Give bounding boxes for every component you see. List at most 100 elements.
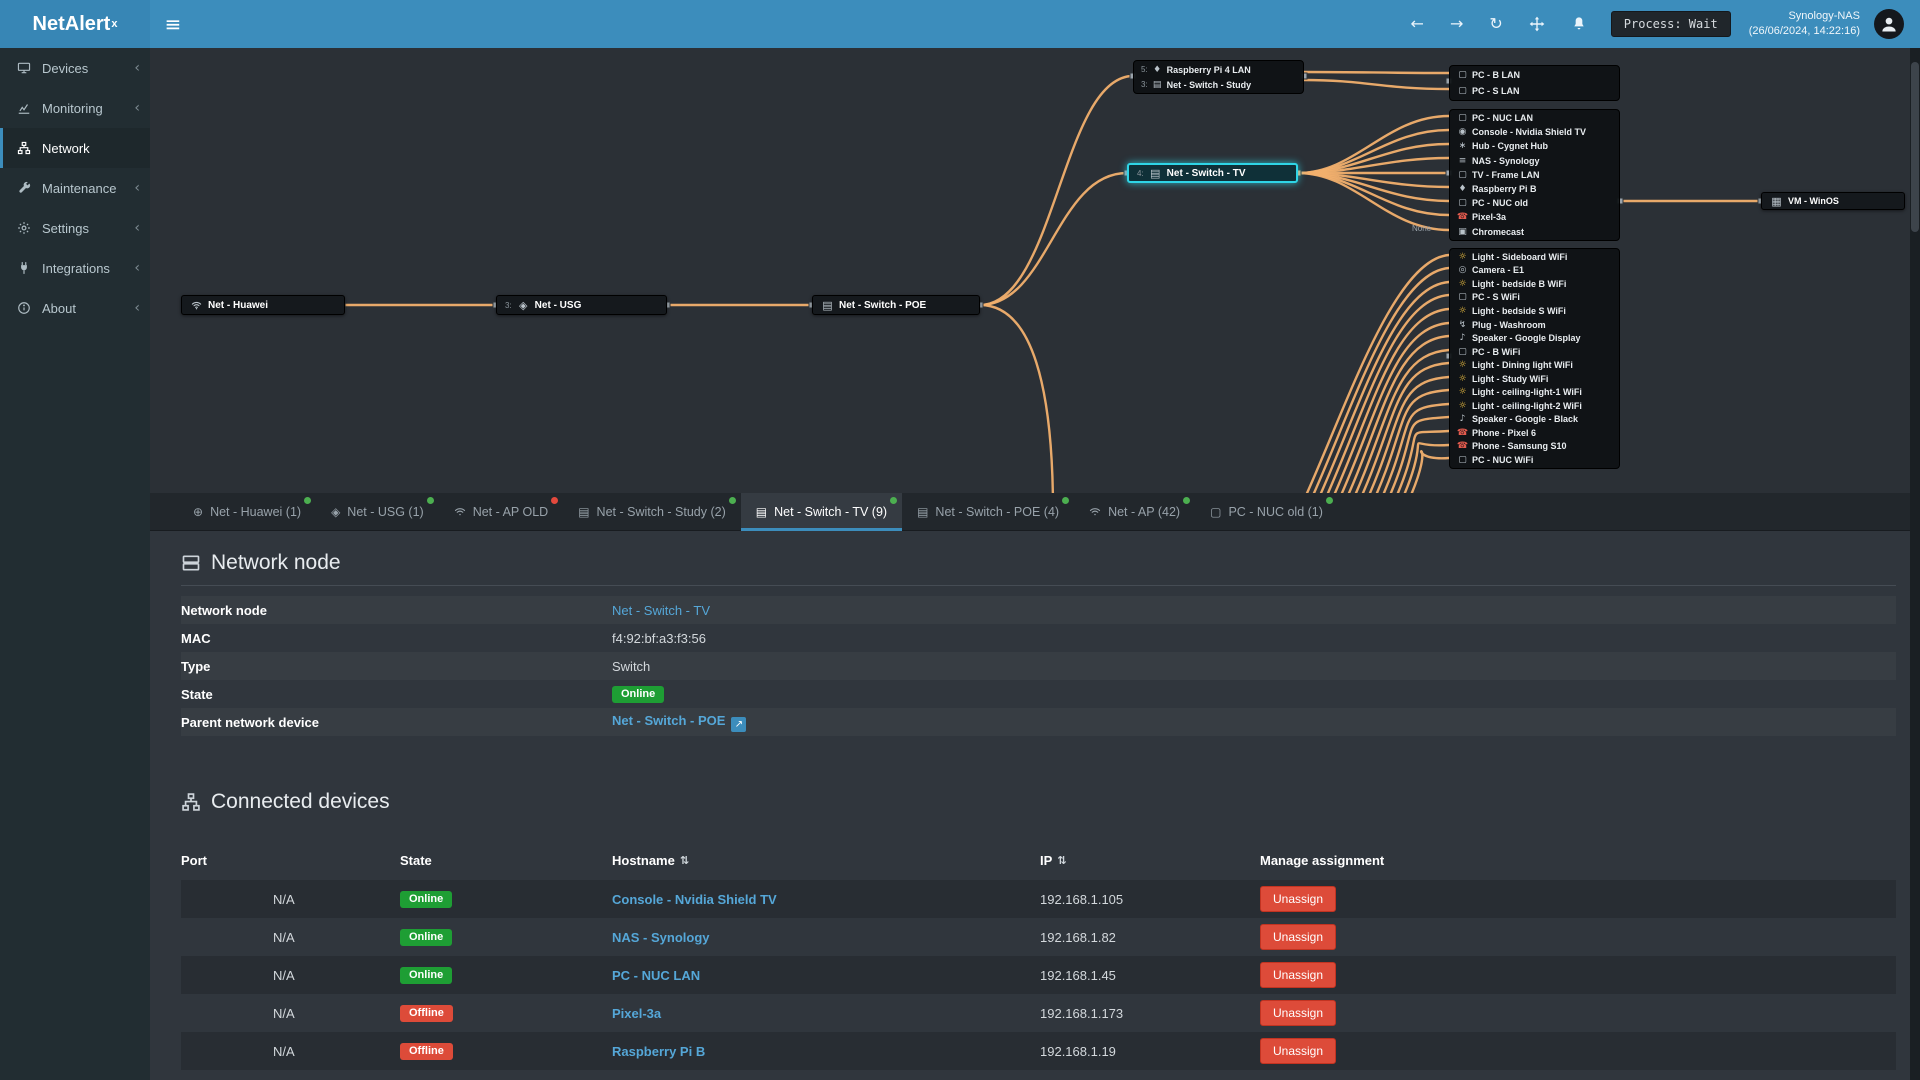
sidebar-item-about[interactable]: About ‹	[0, 288, 150, 328]
status-badge: Online	[612, 686, 665, 703]
bell-icon[interactable]	[1571, 16, 1587, 32]
node-details: Network node Network node Net - Switch -…	[150, 531, 1920, 1080]
hostname-link[interactable]: Pixel-3a	[612, 1005, 662, 1021]
switch-icon: ▤	[1149, 166, 1161, 180]
top-navbar: NetAlert x ≡ ← → ↻ Process: Wait Synology…	[0, 0, 1920, 48]
device-row-light-ceiling-1[interactable]: ☼ Light - ceiling-light-1 WiFi	[1458, 387, 1582, 398]
device-row-light-ceiling-2[interactable]: ☼ Light - ceiling-light-2 WiFi	[1458, 400, 1582, 411]
pc-icon: ▢	[1458, 113, 1467, 124]
status-badge: Offline	[400, 1043, 453, 1060]
device-row-pc-s-lan[interactable]: ▢ PC - S LAN	[1458, 86, 1520, 96]
wrench-icon	[16, 181, 32, 195]
sidebar-item-integrations[interactable]: Integrations ‹	[0, 248, 150, 288]
refresh-icon[interactable]: ↻	[1489, 14, 1503, 33]
sort-icon[interactable]: ⇅	[679, 853, 690, 867]
sidebar-item-devices[interactable]: Devices ‹	[0, 48, 150, 88]
node-net-switch-tv-selected[interactable]: 4: ▤ Net - Switch - TV	[1127, 163, 1298, 183]
device-row-plug-washroom[interactable]: ↯ Plug - Washroom	[1458, 319, 1546, 330]
tab-net-usg[interactable]: ◈ Net - USG (1)	[316, 493, 439, 530]
app-logo[interactable]: NetAlert x	[0, 0, 150, 48]
device-row-light-dining[interactable]: ☼ Light - Dining light WiFi	[1458, 360, 1573, 371]
wifi-icon	[454, 506, 466, 518]
device-row-pc-nuc-wifi[interactable]: ▢ PC - NUC WiFi	[1458, 454, 1534, 465]
sidebar-item-network[interactable]: Network	[0, 128, 150, 168]
hostname-link[interactable]: PC - NUC LAN	[612, 967, 701, 983]
hostname-link[interactable]: Console - Nvidia Shield TV	[612, 891, 777, 907]
device-row-pixel-3a[interactable]: ☎ Pixel-3a	[1456, 212, 1507, 223]
plug-icon	[16, 261, 32, 275]
device-row-tv-frame-lan[interactable]: ▢ TV - Frame LAN	[1458, 169, 1540, 180]
cast-icon: ▣	[1458, 226, 1467, 237]
network-node-link[interactable]: Net - Switch - TV	[612, 602, 711, 618]
tab-net-switch-study[interactable]: ▤ Net - Switch - Study (2)	[563, 493, 741, 530]
device-row-console-nvidia-shield[interactable]: ◉ Console - Nvidia Shield TV	[1458, 127, 1587, 138]
hostname-link[interactable]: NAS - Synology	[612, 929, 710, 945]
device-row-speaker-google-display[interactable]: ♪ Speaker - Google Display	[1450, 331, 1619, 345]
page-scrollbar[interactable]	[1910, 48, 1920, 1080]
unassign-button[interactable]: Unassign	[1260, 1038, 1337, 1064]
tab-net-switch-poe[interactable]: ▤ Net - Switch - POE (4)	[902, 493, 1074, 530]
camera-icon: ◎	[1458, 265, 1467, 276]
unassign-button[interactable]: Unassign	[1260, 962, 1337, 988]
back-icon[interactable]: ←	[1410, 14, 1424, 33]
wifi-icon	[190, 300, 203, 311]
tab-pc-nuc-old[interactable]: ▢ PC - NUC old (1)	[1195, 493, 1338, 530]
switch-icon: ▤	[822, 298, 833, 312]
sort-icon[interactable]: ⇅	[1057, 853, 1067, 867]
node-net-usg[interactable]: 3: ◈ Net - USG	[496, 295, 667, 315]
node-vm-winos[interactable]: ▦ VM - WinOS	[1761, 192, 1905, 210]
sidebar-item-monitoring[interactable]: Monitoring ‹	[0, 88, 150, 128]
devices-icon	[16, 61, 32, 75]
device-row-chromecast[interactable]: ▣ Chromecast	[1458, 226, 1525, 237]
process-status-badge[interactable]: Process: Wait	[1610, 11, 1731, 37]
sidebar-toggle-button[interactable]: ≡	[150, 0, 196, 48]
device-row-light-sideboard[interactable]: ☼ Light - Sideboard WiFi	[1458, 251, 1568, 262]
tab-net-ap[interactable]: Net - AP (42)	[1074, 493, 1195, 530]
host-info: Synology-NAS (26/06/2024, 14:22:16)	[1749, 9, 1860, 39]
sitemap-icon	[181, 792, 201, 812]
node-net-switch-poe[interactable]: ▤ Net - Switch - POE	[812, 295, 980, 315]
device-row-raspberry-pi-b[interactable]: ♦ Raspberry Pi B	[1458, 184, 1537, 195]
tab-net-switch-tv[interactable]: ▤ Net - Switch - TV (9)	[740, 493, 903, 531]
external-link-icon[interactable]: ↗	[731, 716, 747, 732]
unassign-button[interactable]: Unassign	[1260, 1000, 1337, 1026]
ip-header[interactable]: IP ⇅	[1040, 852, 1067, 868]
tab-net-huawei[interactable]: ⊕ Net - Huawei (1)	[178, 493, 316, 530]
device-row-pc-nuc-lan[interactable]: ▢ PC - NUC LAN	[1458, 113, 1533, 124]
device-row-hub-cygnet[interactable]: ∗ Hub - Cygnet Hub	[1458, 141, 1548, 152]
node-raspberry-pi4-lan[interactable]: 5: ♦ Raspberry Pi 4 LAN	[1141, 64, 1251, 75]
network-icon	[16, 141, 32, 155]
device-row-camera-e1[interactable]: ◎ Camera - E1	[1458, 265, 1525, 276]
scrollbar-thumb[interactable]	[1911, 62, 1919, 232]
user-avatar[interactable]	[1874, 9, 1904, 39]
device-row-phone-pixel-6[interactable]: ☎ Phone - Pixel 6	[1456, 427, 1537, 438]
forward-icon[interactable]: →	[1449, 14, 1464, 33]
sidebar-item-settings[interactable]: Settings ‹	[0, 208, 150, 248]
status-dot-offline	[551, 497, 559, 504]
device-row-speaker-google-black[interactable]: ♪ Speaker - Google - Black	[1450, 413, 1619, 427]
sidebar-item-maintenance[interactable]: Maintenance ‹	[0, 168, 150, 208]
vm-icon: ▦	[1771, 194, 1782, 208]
table-row: N/A Offline Pixel-3a 192.168.1.173 Unass…	[181, 994, 1896, 1032]
gamepad-icon: ◉	[1458, 127, 1467, 138]
hostname-link[interactable]: Raspberry Pi B	[612, 1043, 706, 1059]
device-row-pc-s-wifi[interactable]: ▢ PC - S WiFi	[1458, 292, 1520, 303]
device-row-light-study[interactable]: ☼ Light - Study WiFi	[1458, 373, 1549, 384]
tab-net-ap-old[interactable]: Net - AP OLD	[439, 493, 564, 530]
device-row-phone-samsung-s10[interactable]: ☎ Phone - Samsung S10	[1456, 441, 1567, 452]
node-net-huawei[interactable]: Net - Huawei	[181, 295, 345, 315]
move-icon[interactable]	[1529, 16, 1545, 32]
host-name: Synology-NAS	[1788, 10, 1860, 23]
device-row-pc-b-lan[interactable]: ▢ PC - B LAN	[1458, 70, 1520, 80]
lightbulb-icon: ☼	[1458, 387, 1467, 398]
node-net-switch-study[interactable]: 3: ▤ Net - Switch - Study	[1141, 79, 1252, 90]
device-row-pc-nuc-old[interactable]: ▢ PC - NUC old	[1458, 198, 1528, 209]
device-row-light-bedside-b[interactable]: ☼ Light - bedside B WiFi	[1458, 278, 1567, 289]
unassign-button[interactable]: Unassign	[1260, 924, 1337, 950]
unassign-button[interactable]: Unassign	[1260, 886, 1337, 912]
device-row-light-bedside-s[interactable]: ☼ Light - bedside S WiFi	[1458, 305, 1566, 316]
device-row-pc-b-wifi[interactable]: ▢ PC - B WiFi	[1458, 346, 1521, 357]
parent-device-link[interactable]: Net - Switch - POE	[612, 712, 726, 728]
device-row-nas-synology[interactable]: ≡ NAS - Synology	[1458, 155, 1540, 166]
hostname-header[interactable]: Hostname ⇅	[612, 852, 690, 868]
